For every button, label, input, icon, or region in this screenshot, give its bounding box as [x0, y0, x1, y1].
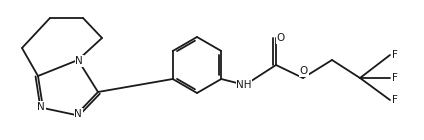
Text: F: F: [392, 95, 398, 105]
Text: N: N: [74, 109, 82, 119]
Text: O: O: [300, 66, 308, 76]
Text: O: O: [277, 33, 285, 43]
Text: NH: NH: [236, 80, 252, 90]
Text: N: N: [75, 56, 83, 66]
Text: N: N: [37, 102, 45, 112]
Text: F: F: [392, 50, 398, 60]
Text: F: F: [392, 73, 398, 83]
